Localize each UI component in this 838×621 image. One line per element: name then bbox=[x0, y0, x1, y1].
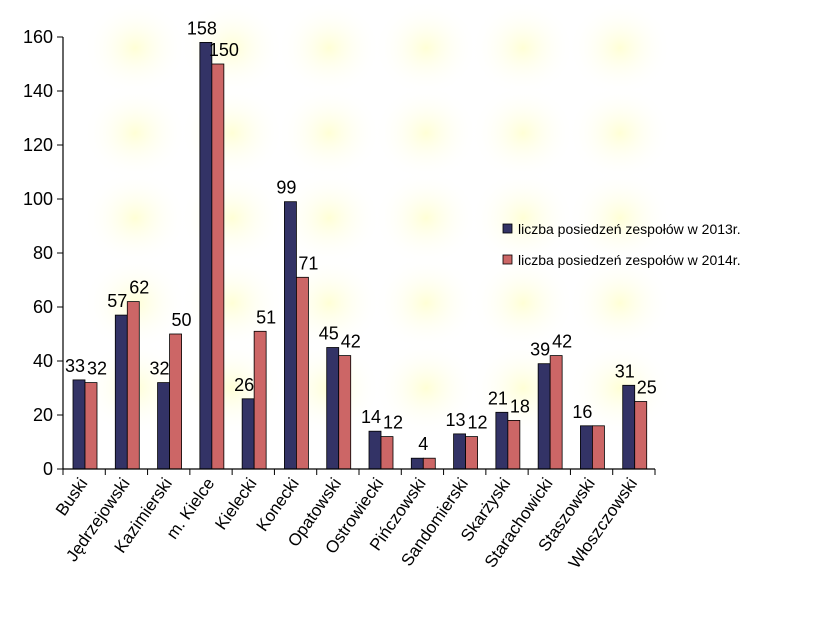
y-tick-label: 160 bbox=[23, 27, 53, 47]
bar-2014-8 bbox=[423, 458, 435, 469]
data-label: 31 bbox=[615, 361, 635, 381]
x-category-label: Buski bbox=[52, 474, 91, 519]
bar-2013-10 bbox=[496, 412, 508, 469]
y-tick-label: 140 bbox=[23, 81, 53, 101]
data-label: 4 bbox=[418, 434, 428, 454]
background-glow bbox=[568, 85, 672, 181]
data-label: 13 bbox=[446, 410, 466, 430]
background-glow bbox=[471, 85, 575, 181]
bar-2013-6 bbox=[327, 348, 339, 470]
bar-2014-9 bbox=[466, 437, 478, 469]
y-tick-label: 20 bbox=[33, 405, 53, 425]
data-label: 71 bbox=[298, 253, 318, 273]
legend-label: liczba posiedzeń zespołów w 2014r. bbox=[518, 252, 741, 268]
background-glow bbox=[83, 0, 187, 96]
bar-2014-2 bbox=[170, 334, 182, 469]
bar-2014-5 bbox=[296, 277, 308, 469]
data-label: 39 bbox=[530, 340, 550, 360]
bar-2014-7 bbox=[381, 437, 393, 469]
background-glow bbox=[374, 85, 478, 181]
y-tick-label: 100 bbox=[23, 189, 53, 209]
bar-2013-3 bbox=[200, 42, 212, 469]
background-glow bbox=[568, 255, 672, 351]
bar-2014-10 bbox=[508, 420, 520, 469]
legend-swatch bbox=[503, 255, 512, 264]
data-label: 42 bbox=[552, 332, 572, 352]
background-glow bbox=[374, 255, 478, 351]
background-glow bbox=[374, 170, 478, 266]
data-label: 33 bbox=[65, 356, 85, 376]
y-tick-label: 60 bbox=[33, 297, 53, 317]
data-label: 62 bbox=[129, 278, 149, 298]
bar-2013-11 bbox=[538, 364, 550, 469]
data-label: 12 bbox=[383, 413, 403, 433]
background-glow bbox=[180, 85, 284, 181]
background-glow bbox=[83, 85, 187, 181]
bar-2014-0 bbox=[85, 383, 97, 469]
bar-2013-12 bbox=[580, 426, 592, 469]
bar-2013-9 bbox=[454, 434, 466, 469]
data-label: 16 bbox=[572, 402, 592, 422]
bar-2014-12 bbox=[592, 426, 604, 469]
data-label: 14 bbox=[361, 407, 381, 427]
y-tick-label: 120 bbox=[23, 135, 53, 155]
data-label: 158 bbox=[187, 18, 217, 38]
data-label: 45 bbox=[319, 324, 339, 344]
bar-2014-3 bbox=[212, 64, 224, 469]
bar-2013-8 bbox=[411, 458, 423, 469]
bar-2013-4 bbox=[242, 399, 254, 469]
data-label: 21 bbox=[488, 388, 508, 408]
background-glow bbox=[277, 85, 381, 181]
bar-2014-11 bbox=[550, 356, 562, 469]
background-glow bbox=[180, 340, 284, 436]
data-label: 42 bbox=[341, 332, 361, 352]
bar-2013-2 bbox=[158, 383, 170, 469]
y-tick-label: 80 bbox=[33, 243, 53, 263]
bar-2013-0 bbox=[73, 380, 85, 469]
legend-label: liczba posiedzeń zespołów w 2013r. bbox=[518, 221, 741, 237]
bar-2014-6 bbox=[339, 356, 351, 469]
data-label: 12 bbox=[468, 413, 488, 433]
bar-2013-5 bbox=[284, 202, 296, 469]
data-label: 150 bbox=[209, 40, 239, 60]
legend-swatch bbox=[503, 224, 512, 233]
bar-2014-1 bbox=[127, 302, 139, 469]
background-glow bbox=[568, 0, 672, 96]
background-glow bbox=[277, 0, 381, 96]
data-label: 25 bbox=[637, 378, 657, 398]
data-label: 99 bbox=[276, 178, 296, 198]
bar-2013-13 bbox=[623, 385, 635, 469]
data-label: 51 bbox=[256, 307, 276, 327]
data-label: 18 bbox=[510, 396, 530, 416]
data-label: 50 bbox=[172, 310, 192, 330]
background-glow bbox=[83, 170, 187, 266]
bar-2013-7 bbox=[369, 431, 381, 469]
y-tick-label: 0 bbox=[43, 459, 53, 479]
background-glow bbox=[180, 170, 284, 266]
bar-2014-4 bbox=[254, 331, 266, 469]
data-label: 57 bbox=[107, 291, 127, 311]
background-glow bbox=[180, 255, 284, 351]
data-label: 26 bbox=[234, 375, 254, 395]
background-glow bbox=[471, 0, 575, 96]
background-glow bbox=[374, 0, 478, 96]
data-label: 32 bbox=[150, 359, 170, 379]
bar-2013-1 bbox=[115, 315, 127, 469]
data-label: 32 bbox=[87, 359, 107, 379]
bar-2014-13 bbox=[635, 402, 647, 470]
y-tick-label: 40 bbox=[33, 351, 53, 371]
